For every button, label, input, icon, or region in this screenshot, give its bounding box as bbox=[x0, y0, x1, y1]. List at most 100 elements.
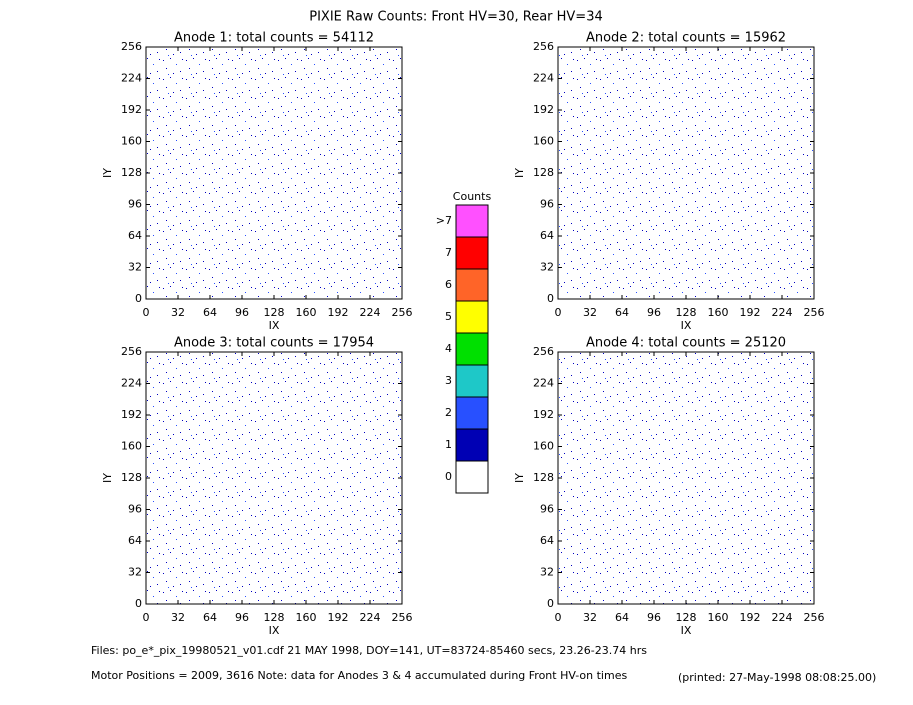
y-tick-label: 160 bbox=[533, 135, 554, 148]
y-tick-label: 96 bbox=[128, 503, 142, 516]
x-tick-label: 64 bbox=[615, 611, 629, 624]
x-tick-label: 192 bbox=[328, 611, 349, 624]
y-tick-label: 192 bbox=[533, 103, 554, 116]
x-tick-label: 64 bbox=[203, 611, 217, 624]
x-tick-label: 96 bbox=[235, 306, 249, 319]
y-tick-label: 160 bbox=[121, 135, 142, 148]
y-tick-label: 96 bbox=[128, 198, 142, 211]
y-tick-label: 32 bbox=[128, 566, 142, 579]
y-axis-label: IY bbox=[101, 473, 114, 483]
x-tick-label: 224 bbox=[772, 306, 793, 319]
x-tick-label: 160 bbox=[296, 306, 317, 319]
y-tick-label: 128 bbox=[533, 471, 554, 484]
x-tick-label: 160 bbox=[296, 611, 317, 624]
y-tick-label: 256 bbox=[121, 40, 142, 53]
footer-motor: Motor Positions = 2009, 3616 Note: data … bbox=[91, 669, 627, 682]
x-tick-label: 32 bbox=[583, 306, 597, 319]
y-tick-label: 224 bbox=[121, 72, 142, 85]
count-texture bbox=[146, 47, 402, 299]
x-tick-label: 192 bbox=[328, 306, 349, 319]
y-tick-label: 64 bbox=[540, 229, 554, 242]
y-tick-label: 0 bbox=[547, 597, 554, 610]
colorbar-label: 7 bbox=[445, 246, 452, 259]
colorbar-swatch bbox=[455, 204, 489, 238]
x-tick-label: 256 bbox=[392, 306, 413, 319]
x-tick-label: 96 bbox=[647, 611, 661, 624]
x-tick-label: 192 bbox=[740, 611, 761, 624]
y-tick-label: 0 bbox=[135, 292, 142, 305]
x-tick-label: 224 bbox=[360, 611, 381, 624]
y-tick-label: 64 bbox=[540, 534, 554, 547]
y-tick-label: 224 bbox=[533, 72, 554, 85]
x-axis-label: IX bbox=[681, 319, 692, 332]
panel-title: Anode 3: total counts = 17954 bbox=[174, 336, 374, 351]
y-tick-label: 64 bbox=[128, 534, 142, 547]
x-tick-label: 96 bbox=[235, 611, 249, 624]
x-tick-label: 192 bbox=[740, 306, 761, 319]
x-tick-label: 256 bbox=[804, 611, 825, 624]
x-tick-label: 0 bbox=[143, 306, 150, 319]
y-tick-label: 160 bbox=[533, 440, 554, 453]
y-tick-label: 0 bbox=[135, 597, 142, 610]
y-axis-label: IY bbox=[513, 473, 526, 483]
count-texture bbox=[558, 352, 814, 604]
colorbar-label: 1 bbox=[445, 438, 452, 451]
colorbar-swatch bbox=[455, 428, 489, 462]
y-tick-label: 32 bbox=[540, 566, 554, 579]
y-axis-label: IY bbox=[513, 168, 526, 178]
colorbar-label: >7 bbox=[436, 214, 452, 227]
y-tick-label: 96 bbox=[540, 503, 554, 516]
count-texture bbox=[146, 352, 402, 604]
y-tick-label: 224 bbox=[121, 377, 142, 390]
colorbar-label: 0 bbox=[445, 470, 452, 483]
y-tick-label: 160 bbox=[121, 440, 142, 453]
y-tick-label: 128 bbox=[121, 166, 142, 179]
y-tick-label: 192 bbox=[533, 408, 554, 421]
x-tick-label: 224 bbox=[360, 306, 381, 319]
x-tick-label: 256 bbox=[804, 306, 825, 319]
y-tick-label: 32 bbox=[540, 261, 554, 274]
y-tick-label: 0 bbox=[547, 292, 554, 305]
x-axis-label: IX bbox=[269, 624, 280, 637]
x-tick-label: 128 bbox=[676, 611, 697, 624]
x-tick-label: 32 bbox=[171, 306, 185, 319]
x-tick-label: 0 bbox=[143, 611, 150, 624]
x-tick-label: 32 bbox=[171, 611, 185, 624]
panel-title: Anode 4: total counts = 25120 bbox=[586, 336, 786, 351]
colorbar-label: 3 bbox=[445, 374, 452, 387]
y-tick-label: 256 bbox=[533, 40, 554, 53]
x-tick-label: 0 bbox=[555, 611, 562, 624]
y-tick-label: 256 bbox=[121, 345, 142, 358]
footer-files: Files: po_e*_pix_19980521_v01.cdf 21 MAY… bbox=[91, 644, 647, 657]
x-tick-label: 224 bbox=[772, 611, 793, 624]
x-tick-label: 128 bbox=[264, 306, 285, 319]
colorbar-swatch bbox=[455, 300, 489, 334]
x-axis-label: IX bbox=[269, 319, 280, 332]
count-texture bbox=[558, 47, 814, 299]
x-tick-label: 128 bbox=[264, 611, 285, 624]
y-tick-label: 192 bbox=[121, 103, 142, 116]
y-tick-label: 96 bbox=[540, 198, 554, 211]
colorbar-swatch bbox=[455, 268, 489, 302]
colorbar-swatch bbox=[455, 396, 489, 430]
y-tick-label: 224 bbox=[533, 377, 554, 390]
y-tick-label: 256 bbox=[533, 345, 554, 358]
y-axis-label: IY bbox=[101, 168, 114, 178]
footer-printed: (printed: 27-May-1998 08:08:25.00) bbox=[678, 671, 876, 684]
colorbar-swatch bbox=[455, 364, 489, 398]
y-tick-label: 128 bbox=[533, 166, 554, 179]
x-tick-label: 96 bbox=[647, 306, 661, 319]
x-axis-label: IX bbox=[681, 624, 692, 637]
y-tick-label: 128 bbox=[121, 471, 142, 484]
y-tick-label: 192 bbox=[121, 408, 142, 421]
colorbar-swatch bbox=[455, 460, 489, 494]
panel-title: Anode 2: total counts = 15962 bbox=[586, 31, 786, 46]
x-tick-label: 160 bbox=[708, 306, 729, 319]
x-tick-label: 64 bbox=[203, 306, 217, 319]
x-tick-label: 32 bbox=[583, 611, 597, 624]
x-tick-label: 128 bbox=[676, 306, 697, 319]
y-tick-label: 32 bbox=[128, 261, 142, 274]
colorbar-label: 6 bbox=[445, 278, 452, 291]
colorbar-label: 5 bbox=[445, 310, 452, 323]
